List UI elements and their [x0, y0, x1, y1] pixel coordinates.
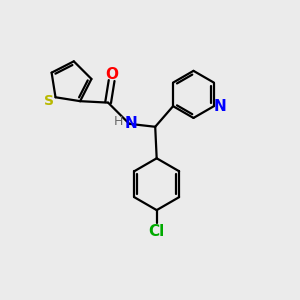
Text: Cl: Cl	[148, 224, 165, 239]
Text: H: H	[113, 115, 123, 128]
Text: N: N	[124, 116, 137, 131]
Text: S: S	[44, 94, 54, 108]
Text: O: O	[105, 67, 118, 82]
Text: N: N	[214, 99, 227, 114]
